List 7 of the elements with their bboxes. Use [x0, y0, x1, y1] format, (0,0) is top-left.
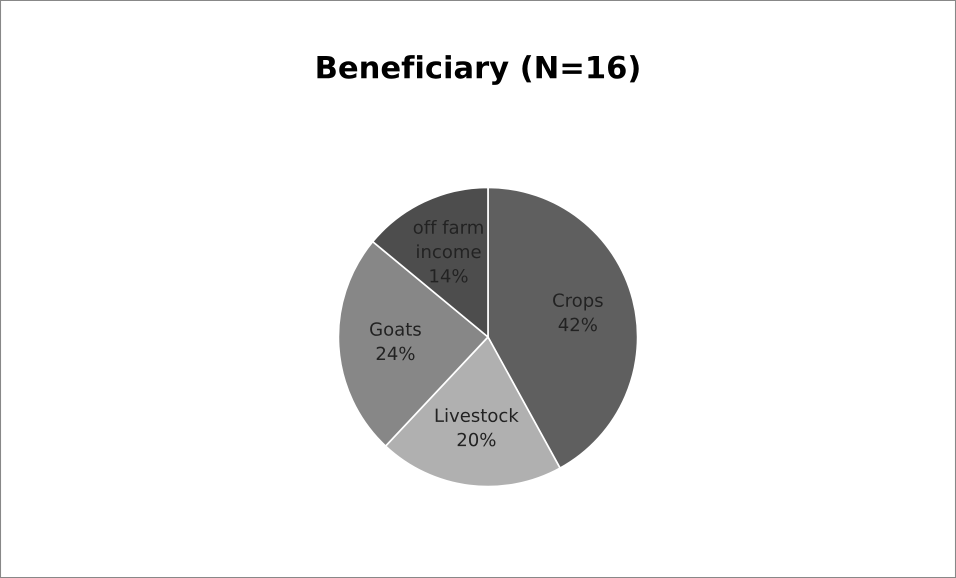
- data-label: 20%: [458, 432, 496, 446]
- data-label: 24%: [376, 346, 414, 360]
- slice-label: Goats: [370, 322, 421, 336]
- slice-label: Crops: [553, 293, 603, 311]
- data-label: 42%: [558, 318, 597, 332]
- chart-title: Beneficiary (N=16): [317, 55, 639, 85]
- slice-label: Livestock: [436, 408, 519, 422]
